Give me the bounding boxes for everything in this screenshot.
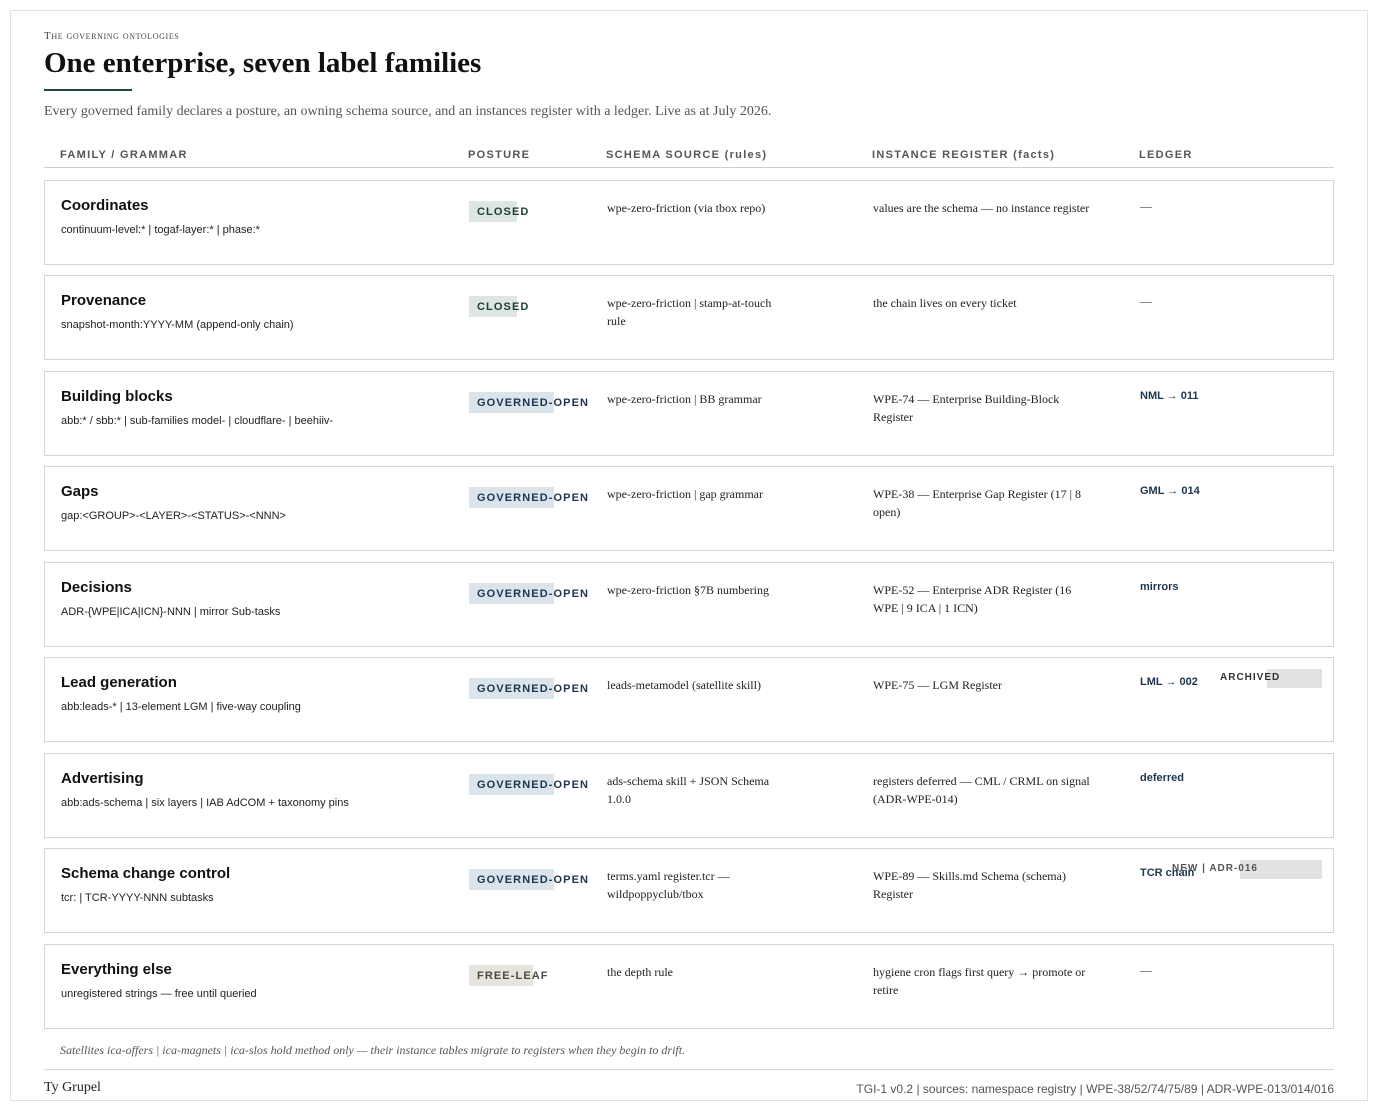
- schema-source: ads-schema skill + JSON Schema 1.0.0: [607, 774, 770, 806]
- table-row: Coordinates continuum-level:* | togaf-la…: [44, 180, 1334, 265]
- family-grammar: gap:<GROUP>-<LAYER>-<STATUS>-<NNN>: [61, 510, 286, 522]
- family-name: Provenance: [61, 292, 147, 309]
- family-grammar: tcr: | TCR-YYYY-NNN subtasks: [61, 892, 214, 904]
- ledger-value: —: [1140, 199, 1152, 213]
- family-name: Building blocks: [61, 388, 173, 405]
- schema-source: wpe-zero-friction | BB grammar: [607, 392, 762, 406]
- col-family: FAMILY / GRAMMAR: [60, 149, 188, 161]
- ledger-value: GML → 014: [1140, 485, 1200, 497]
- ledger-value: —: [1140, 963, 1152, 977]
- instance-register: WPE-52 — Enterprise ADR Register (16 WPE…: [873, 583, 1072, 615]
- family-grammar: abb:leads-* | 13-element LGM | five-way …: [61, 701, 301, 713]
- author-name: Ty Grupel: [44, 1080, 101, 1095]
- family-grammar: abb:* / sbb:* | sub-families model- | cl…: [61, 415, 334, 427]
- schema-source: the depth rule: [607, 965, 673, 979]
- family-name: Decisions: [61, 579, 132, 596]
- family-grammar: ADR-{WPE|ICA|ICN}-NNN | mirror Sub-tasks: [61, 606, 281, 618]
- family-name: Schema change control: [61, 865, 231, 882]
- table-row: Schema change control tcr: | TCR-YYYY-NN…: [44, 848, 1334, 933]
- table-row: Advertising abb:ads-schema | six layers …: [44, 753, 1334, 838]
- family-grammar: unregistered strings — free until querie…: [61, 988, 257, 1000]
- instance-register: WPE-75 — LGM Register: [873, 678, 1002, 692]
- ledger-value: deferred: [1140, 772, 1185, 784]
- instance-register: the chain lives on every ticket: [873, 296, 1017, 310]
- schema-source: leads-metamodel (satellite skill): [607, 678, 761, 692]
- table-row: Lead generation abb:leads-* | 13-element…: [44, 657, 1334, 742]
- table-row: Building blocks abb:* / sbb:* | sub-fami…: [44, 371, 1334, 456]
- family-grammar: abb:ads-schema | six layers | IAB AdCOM …: [61, 797, 349, 809]
- table-header: FAMILY / GRAMMAR POSTURE SCHEMA SOURCE (…: [44, 146, 1334, 168]
- ledger-value: mirrors: [1140, 581, 1179, 593]
- family-grammar: continuum-level:* | togaf-layer:* | phas…: [61, 224, 260, 236]
- table-row: Provenance snapshot-month:YYYY-MM (appen…: [44, 275, 1334, 360]
- ledger-value: —: [1140, 294, 1152, 308]
- family-name: Advertising: [61, 770, 144, 787]
- ledger-value: LML → 002: [1140, 676, 1198, 688]
- family-name: Lead generation: [61, 674, 177, 691]
- ledger-value: TCR chain: [1140, 867, 1195, 879]
- footer-divider: [44, 1069, 1334, 1070]
- schema-source: wpe-zero-friction | gap grammar: [607, 487, 763, 501]
- schema-source: wpe-zero-friction (via tbox repo): [607, 201, 766, 215]
- title-underline: [44, 89, 132, 91]
- status-badge: NEW | ADR-016: [1172, 860, 1322, 879]
- instance-register: WPE-38 — Enterprise Gap Register (17 | 8…: [873, 487, 1082, 519]
- schema-source: wpe-zero-friction | stamp-at-touch rule: [607, 296, 772, 328]
- instance-register: hygiene cron flags first query → promote…: [873, 965, 1086, 997]
- table-row: Gaps gap:<GROUP>-<LAYER>-<STATUS>-<NNN> …: [44, 466, 1334, 551]
- table-row: Everything else unregistered strings — f…: [44, 944, 1334, 1029]
- schema-source: terms.yaml register.tcr — wildpoppyclub/…: [607, 869, 730, 901]
- family-name: Everything else: [61, 961, 172, 978]
- status-badge: ARCHIVED: [1220, 669, 1322, 688]
- source-meta: TGI-1 v0.2 | sources: namespace registry…: [856, 1082, 1334, 1096]
- instance-register: values are the schema — no instance regi…: [873, 201, 1090, 215]
- eyebrow: The governing ontologies: [44, 30, 180, 42]
- instance-register: registers deferred — CML / CRML on signa…: [873, 774, 1090, 806]
- col-posture: POSTURE: [468, 149, 531, 161]
- ledger-value: NML → 011: [1140, 390, 1199, 402]
- family-name: Gaps: [61, 483, 99, 500]
- footnote: Satellites ica-offers | ica-magnets | ic…: [60, 1043, 686, 1057]
- schema-source: wpe-zero-friction §7B numbering: [607, 583, 769, 597]
- col-ledger: LEDGER: [1139, 149, 1193, 161]
- col-schema: SCHEMA SOURCE (rules): [606, 149, 768, 161]
- page-frame: [10, 10, 1368, 1101]
- page-title: One enterprise, seven label families: [44, 47, 482, 79]
- instance-register: WPE-74 — Enterprise Building-Block Regis…: [873, 392, 1060, 424]
- table-row: Decisions ADR-{WPE|ICA|ICN}-NNN | mirror…: [44, 562, 1334, 647]
- family-name: Coordinates: [61, 197, 149, 214]
- instance-register: WPE-89 — Skills.md Schema (schema) Regis…: [873, 869, 1066, 901]
- family-grammar: snapshot-month:YYYY-MM (append-only chai…: [61, 319, 294, 331]
- col-instance: INSTANCE REGISTER (facts): [872, 149, 1056, 161]
- lede-text: Every governed family declares a posture…: [44, 104, 772, 119]
